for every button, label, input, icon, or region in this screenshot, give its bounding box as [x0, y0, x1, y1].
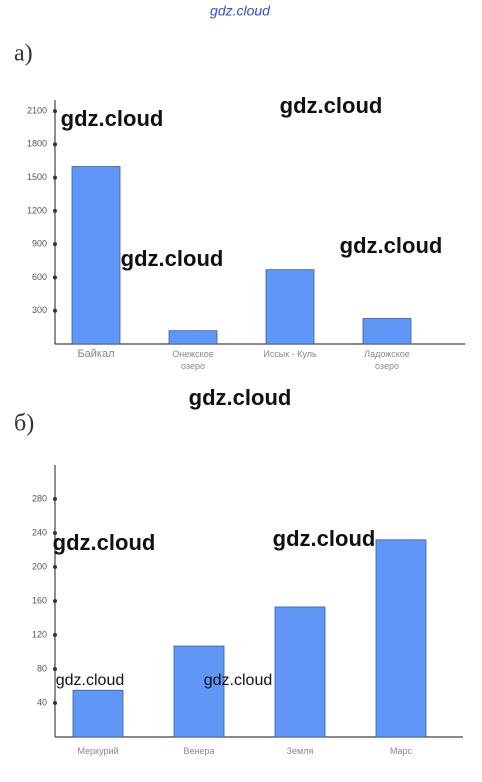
y-tick-label: 200 — [32, 561, 47, 571]
tick-mark — [53, 531, 57, 535]
tick-mark — [53, 565, 57, 569]
bar — [265, 269, 315, 345]
y-tick-label: 280 — [32, 493, 47, 503]
x-tick-label: Меркурий — [77, 746, 119, 756]
bar — [375, 539, 427, 738]
bar — [72, 689, 124, 738]
x-tick-label: Иссык - Куль — [263, 349, 317, 359]
tick-mark — [53, 599, 57, 603]
watermark: gdz.cloud — [280, 93, 383, 118]
bar — [362, 318, 412, 345]
y-tick-label: 300 — [32, 305, 47, 315]
y-tick-label: 600 — [32, 272, 47, 282]
x-tick-label: Земля — [286, 746, 314, 756]
x-tick-label: Марс — [389, 746, 413, 756]
x-tick-label: Байкал — [77, 348, 115, 360]
y-tick-label: 2100 — [27, 105, 47, 115]
tick-mark — [53, 633, 57, 637]
watermark: gdz.cloud — [273, 526, 376, 551]
y-tick-label: 80 — [37, 663, 47, 673]
watermark: gdz.cloud — [340, 233, 443, 258]
y-tick-label: 1500 — [27, 172, 47, 182]
bar — [173, 645, 225, 738]
header-watermark: gdz.cloud — [210, 3, 271, 19]
tick-mark — [53, 701, 57, 705]
bar — [71, 166, 121, 345]
tick-mark — [53, 497, 57, 501]
y-tick-label: 1800 — [27, 139, 47, 149]
x-tick-label: Венера — [183, 746, 215, 756]
watermark: gdz.cloud — [61, 106, 164, 131]
x-tick-label: Ладожское озеро — [364, 349, 410, 371]
tick-mark — [53, 142, 57, 147]
y-tick-label: 40 — [37, 697, 47, 707]
tick-mark — [53, 109, 57, 114]
tick-mark — [53, 275, 57, 280]
y-tick-label: 120 — [32, 629, 47, 639]
y-tick-label: 240 — [32, 527, 47, 537]
watermark: gdz.cloud — [189, 385, 292, 410]
y-tick-label: 900 — [32, 239, 47, 249]
watermark: gdz.cloud — [121, 246, 224, 271]
bar — [274, 606, 326, 738]
tick-mark — [53, 667, 57, 671]
part-label: б) — [14, 411, 34, 437]
y-tick-label: 1200 — [27, 205, 47, 215]
tick-mark — [53, 175, 57, 180]
tick-mark — [53, 208, 57, 213]
tick-mark — [53, 308, 57, 313]
x-tick-label: Онежское озеро — [172, 349, 214, 371]
part-label: а) — [14, 41, 33, 67]
y-tick-label: 160 — [32, 595, 47, 605]
watermark: gdz.cloud — [56, 672, 125, 689]
tick-mark — [53, 242, 57, 247]
bar — [168, 330, 218, 345]
watermark: gdz.cloud — [204, 672, 273, 689]
watermark: gdz.cloud — [53, 530, 156, 555]
